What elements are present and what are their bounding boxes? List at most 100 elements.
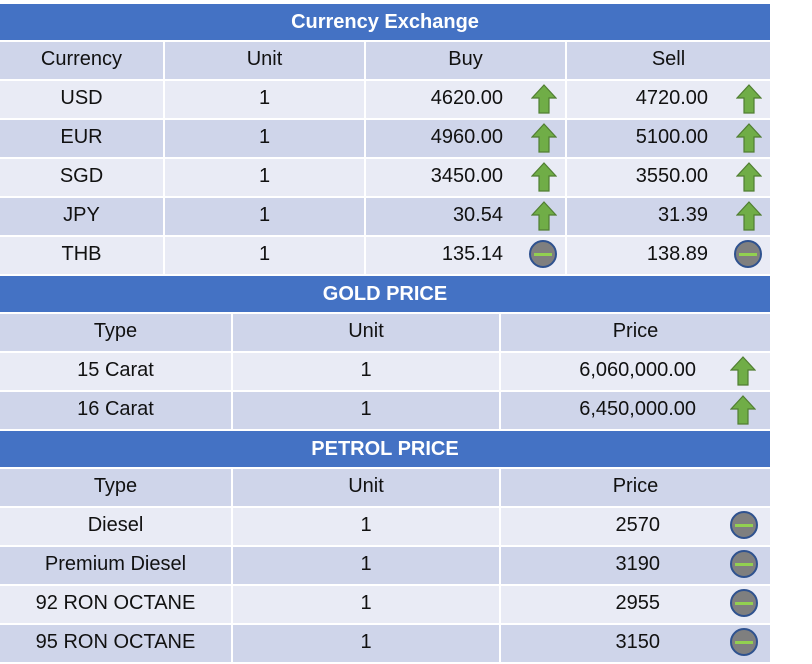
buy-rate-value: 135.14 [441,243,503,265]
sell-rate: 4720.00 [567,81,770,118]
table-row: Premium Diesel 1 3190 [0,547,770,586]
petrol-price-value: 2955 [615,592,661,614]
column-header-currency: Currency [0,42,165,79]
currency-code: SGD [0,159,165,196]
petrol-price-value: 3190 [615,553,661,575]
column-header-price: Price [612,320,659,342]
column-header-sell: Sell [651,48,686,70]
unit-cell: 1 [233,586,501,623]
buy-rate: 135.14 [366,237,567,274]
up-arrow-icon [736,84,762,114]
petrol-header-row: Type Unit Price [0,469,770,508]
unit-cell: 1 [233,353,501,390]
up-arrow-icon [531,162,557,192]
unit-cell: 1 [165,159,366,196]
currency-code: USD [0,81,165,118]
column-header-type: Type [0,469,233,506]
gold-price-title: GOLD PRICE [0,276,770,314]
gold-rows: 15 Carat 1 6,060,000.00 16 Carat 1 6,450,000.… [0,353,770,431]
petrol-rows: Diesel 1 2570 Premium Diesel 1 3190 92 RON OCT… [0,508,770,664]
table-row: SGD 1 3450.00 3550.00 [0,159,770,198]
table-row: Diesel 1 2570 [0,508,770,547]
petrol-type: Diesel [0,508,233,545]
sell-rate-value: 31.39 [657,204,708,226]
currency-code: JPY [0,198,165,235]
sell-rate: 5100.00 [567,120,770,157]
column-header-price: Price [612,475,659,497]
sell-rate-value: 5100.00 [635,126,708,148]
up-arrow-icon [531,201,557,231]
buy-rate-value: 3450.00 [430,165,503,187]
unit-cell: 1 [165,120,366,157]
up-arrow-icon [736,123,762,153]
petrol-type: Premium Diesel [0,547,233,584]
unit-cell: 1 [165,198,366,235]
sell-rate: 138.89 [567,237,770,274]
table-row: 15 Carat 1 6,060,000.00 [0,353,770,392]
column-header-unit: Unit [233,314,501,351]
gold-type: 15 Carat [0,353,233,390]
up-arrow-icon [531,123,557,153]
column-header-unit: Unit [165,42,366,79]
petrol-type: 92 RON OCTANE [0,586,233,623]
table-row: 92 RON OCTANE 1 2955 [0,586,770,625]
table-row: JPY 1 30.54 31.39 [0,198,770,237]
up-arrow-icon [730,395,756,425]
currency-code: EUR [0,120,165,157]
unit-cell: 1 [233,625,501,662]
table-row: EUR 1 4960.00 5100.00 [0,120,770,159]
no-change-icon [734,240,762,268]
up-arrow-icon [736,162,762,192]
no-change-icon [529,240,557,268]
buy-rate: 3450.00 [366,159,567,196]
currency-header-row: Currency Unit Buy Sell [0,42,770,81]
no-change-icon [730,550,758,578]
sell-rate-value: 138.89 [646,243,708,265]
sell-rate: 31.39 [567,198,770,235]
table-row: 95 RON OCTANE 1 3150 [0,625,770,664]
unit-cell: 1 [233,547,501,584]
up-arrow-icon [736,201,762,231]
up-arrow-icon [730,356,756,386]
petrol-price: 2955 [501,586,770,623]
table-row: 16 Carat 1 6,450,000.00 [0,392,770,431]
no-change-icon [730,511,758,539]
unit-cell: 1 [233,508,501,545]
unit-cell: 1 [165,237,366,274]
sell-rate-value: 4720.00 [635,87,708,109]
petrol-price: 2570 [501,508,770,545]
petrol-type: 95 RON OCTANE [0,625,233,662]
buy-rate-value: 4960.00 [430,126,503,148]
no-change-icon [730,589,758,617]
sell-rate: 3550.00 [567,159,770,196]
buy-rate: 4620.00 [366,81,567,118]
column-header-buy: Buy [366,42,567,79]
buy-rate: 4960.00 [366,120,567,157]
column-header-type: Type [0,314,233,351]
gold-price-value: 6,450,000.00 [579,398,696,420]
buy-rate-value: 30.54 [452,204,503,226]
petrol-price-value: 2570 [615,514,661,536]
gold-header-row: Type Unit Price [0,314,770,353]
up-arrow-icon [531,84,557,114]
currency-code: THB [0,237,165,274]
table-row: USD 1 4620.00 4720.00 [0,81,770,120]
price-board: Currency Exchange Currency Unit Buy Sell… [0,4,770,664]
buy-rate: 30.54 [366,198,567,235]
currency-rows: USD 1 4620.00 4720.00 EUR 1 4960.00 5100.00 SGD 1… [0,81,770,276]
unit-cell: 1 [165,81,366,118]
petrol-price-value: 3150 [615,631,661,653]
gold-type: 16 Carat [0,392,233,429]
currency-exchange-title: Currency Exchange [0,4,770,42]
gold-price-value: 6,060,000.00 [579,359,696,381]
petrol-price-title: PETROL PRICE [0,431,770,469]
gold-price: 6,450,000.00 [501,392,770,429]
table-row: THB 1 135.14 138.89 [0,237,770,276]
sell-rate-value: 3550.00 [635,165,708,187]
no-change-icon [730,628,758,656]
column-header-unit: Unit [233,469,501,506]
petrol-price: 3190 [501,547,770,584]
gold-price: 6,060,000.00 [501,353,770,390]
petrol-price: 3150 [501,625,770,662]
unit-cell: 1 [233,392,501,429]
